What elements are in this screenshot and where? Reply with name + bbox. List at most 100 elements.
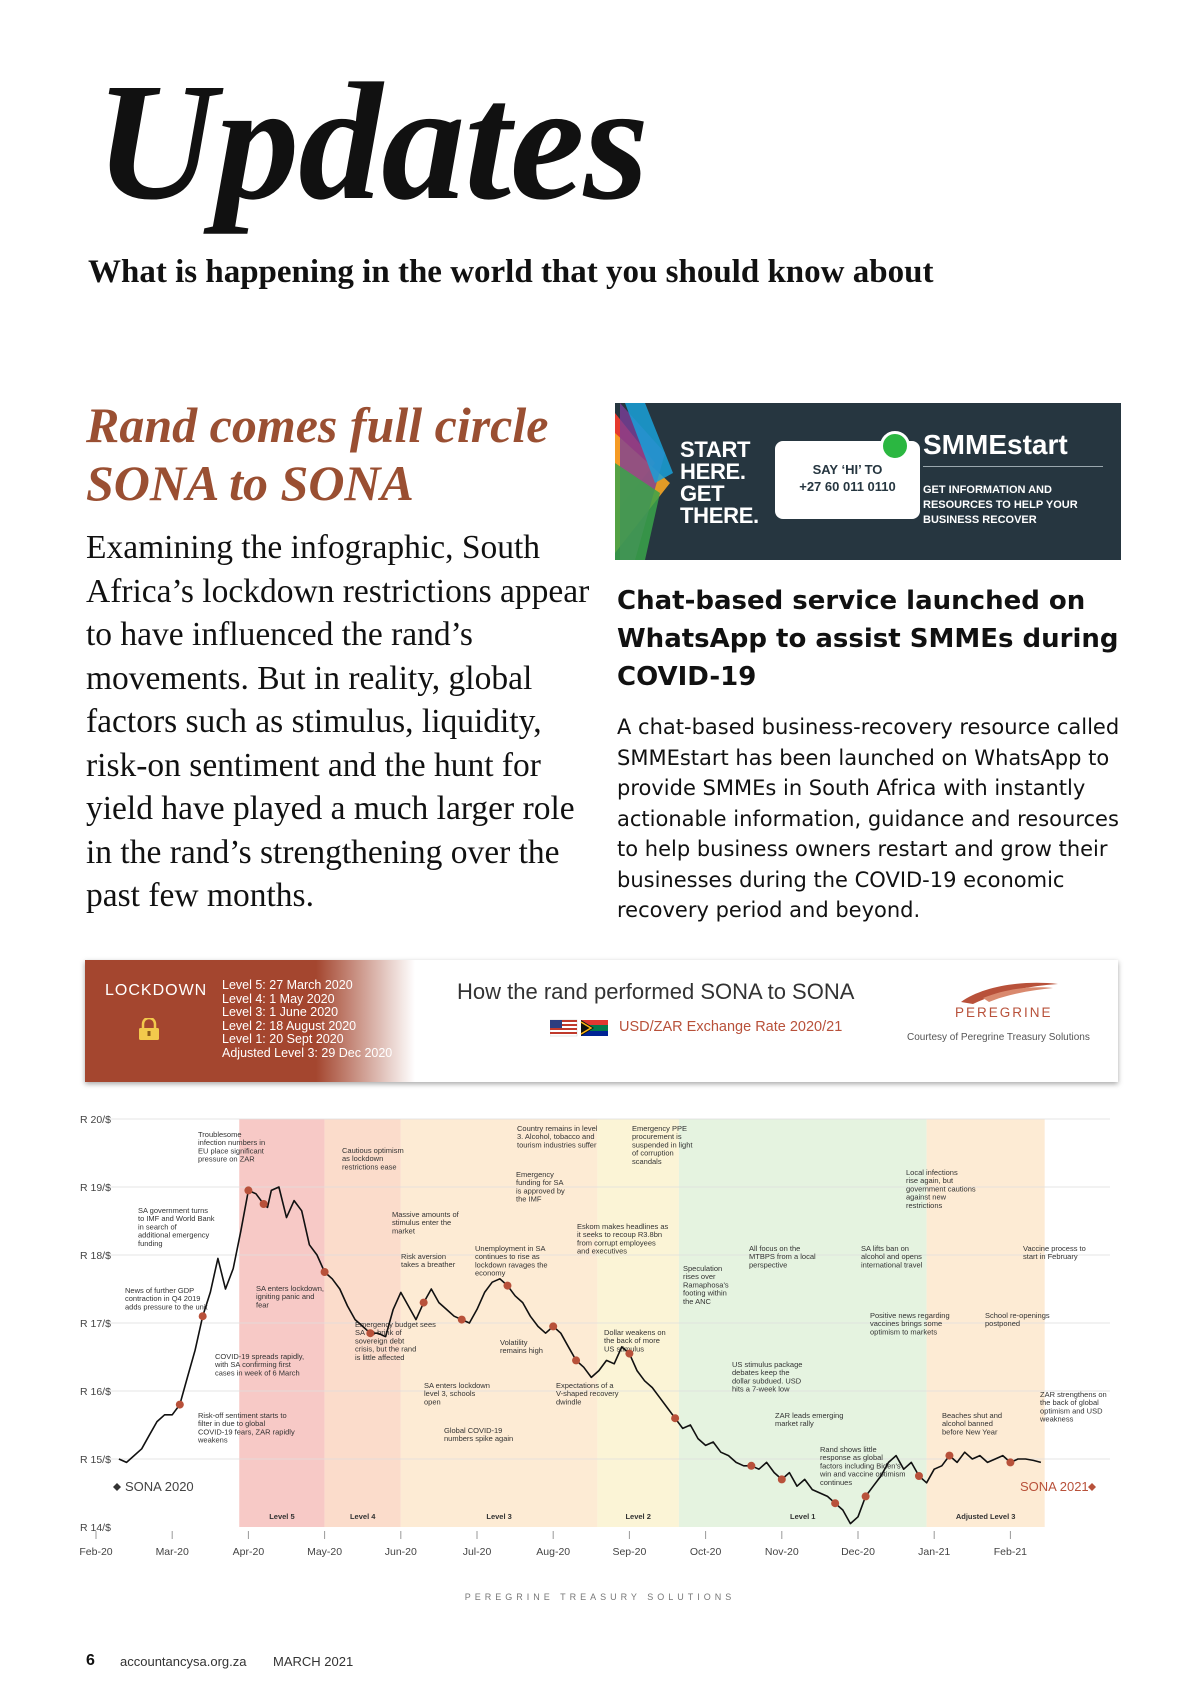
chart-annotation: Speculation rises over Ramaphosa's footing … bbox=[683, 1264, 729, 1306]
lockdown-level: Level 3: 1 June 2020 bbox=[222, 1005, 339, 1019]
start-diamond-icon bbox=[113, 1483, 121, 1491]
whatsapp-icon bbox=[880, 431, 910, 461]
chart-annotation: Emergency budget sees SA on brink of sover… bbox=[355, 1320, 436, 1362]
x-tick-label: Jul-20 bbox=[463, 1546, 492, 1558]
chart-annotation: SA enters lockdown, igniting panic and fea… bbox=[256, 1284, 324, 1309]
footer-brand: PEREGRINE TREASURY SOLUTIONS bbox=[464, 1592, 736, 1602]
x-tick-label: May-20 bbox=[307, 1546, 342, 1558]
chart-annotation: ZAR leads emerging market rally bbox=[775, 1411, 843, 1428]
band-level-label: Level 3 bbox=[486, 1512, 511, 1521]
x-tick-label: Dec-20 bbox=[841, 1546, 875, 1558]
chart-annotation: Eskom makes headlines as it seeks to reco… bbox=[577, 1222, 669, 1256]
x-tick-label: Jan-21 bbox=[918, 1546, 950, 1558]
event-marker bbox=[549, 1322, 558, 1331]
band-level-label: Adjusted Level 3 bbox=[956, 1512, 1016, 1521]
x-tick-label: Sep-20 bbox=[612, 1546, 646, 1558]
chart-annotation: Emergency funding for SA is approved by the… bbox=[516, 1170, 565, 1204]
peregrine-logo-icon bbox=[961, 982, 1058, 1004]
chart-annotation: SA enters lockdown level 3, schools open bbox=[424, 1381, 490, 1406]
chart-annotation: Unemployment in SA continues to rise as lo… bbox=[475, 1244, 548, 1278]
sidebar-body: A chat-based business-recovery resource … bbox=[617, 715, 1120, 922]
band-level-label: Level 2 bbox=[625, 1512, 650, 1521]
article-title: Rand comes full circle SONA to SONA bbox=[86, 397, 549, 511]
lockdown-level: Level 4: 1 May 2020 bbox=[222, 991, 335, 1006]
event-marker bbox=[244, 1186, 253, 1195]
y-tick-label: R 20/$ bbox=[80, 1114, 111, 1126]
event-marker bbox=[625, 1349, 634, 1358]
band-level-label: Level 5 bbox=[269, 1512, 294, 1521]
page-number: 6 bbox=[86, 1652, 95, 1669]
ad-bubble-text: SAY ‘HI’ TO +27 60 011 0110 bbox=[799, 462, 896, 494]
chart-annotation: SA lifts ban on alcohol and opens internat… bbox=[861, 1244, 923, 1269]
event-marker bbox=[503, 1281, 512, 1290]
x-tick-label: Aug-20 bbox=[536, 1546, 570, 1558]
y-tick-label: R 17/$ bbox=[80, 1318, 111, 1330]
event-marker bbox=[572, 1356, 581, 1365]
x-tick-label: Feb-21 bbox=[994, 1546, 1027, 1558]
y-tick-label: R 14/$ bbox=[80, 1522, 111, 1534]
y-tick-label: R 19/$ bbox=[80, 1182, 111, 1194]
sona-2020-label: SONA 2020 bbox=[125, 1479, 194, 1494]
band-level-label: Level 1 bbox=[790, 1512, 815, 1521]
event-marker bbox=[945, 1451, 954, 1460]
page-subtitle: What is happening in the world that you … bbox=[88, 254, 934, 290]
x-tick-label: Apr-20 bbox=[233, 1546, 265, 1558]
x-tick-label: Mar-20 bbox=[156, 1546, 189, 1558]
chart-annotation: Vaccine process to start in February bbox=[1023, 1244, 1086, 1261]
chart-annotation: Emergency PPE procurement is suspended in … bbox=[632, 1124, 693, 1166]
sona-2021-label: SONA 2021 bbox=[1020, 1479, 1089, 1494]
infographic-title: How the rand performed SONA to SONA bbox=[457, 979, 855, 1004]
footer-site-link[interactable]: accountancysa.org.za bbox=[120, 1654, 247, 1669]
ad-brand: SMMEstart bbox=[923, 429, 1068, 460]
infographic-courtesy: Courtesy of Peregrine Treasury Solutions bbox=[907, 1032, 1090, 1043]
chart-annotation: Troublesome infection numbers in EU place … bbox=[198, 1130, 265, 1164]
chart-annotation: Expectations of a V-shaped recovery dwindl… bbox=[556, 1381, 619, 1406]
smmestart-ad-banner[interactable]: START HERE. GET THERE. SAY ‘HI’ TO +27 6… bbox=[615, 403, 1121, 560]
event-marker bbox=[457, 1315, 466, 1324]
chart-annotation: Country remains in level 3. Alcohol, toba… bbox=[517, 1124, 598, 1149]
infographic-header: LOCKDOWN Level 5: 27 March 2020 Level 4:… bbox=[85, 960, 1118, 1082]
event-marker bbox=[198, 1312, 207, 1321]
chart-annotation: COVID-19 spreads rapidly, with SA confirm… bbox=[214, 1352, 304, 1377]
event-marker bbox=[320, 1268, 329, 1276]
x-tick-label: Feb-20 bbox=[80, 1546, 113, 1558]
lockdown-panel: LOCKDOWN Level 5: 27 March 2020 Level 4:… bbox=[85, 960, 415, 1082]
peregrine-brand: PEREGRINE bbox=[955, 1005, 1053, 1020]
event-marker bbox=[366, 1329, 375, 1338]
lockdown-level: Adjusted Level 3: 29 Dec 2020 bbox=[222, 1045, 393, 1060]
y-tick-label: R 15/$ bbox=[80, 1454, 111, 1466]
lockdown-level: Level 1: 20 Sept 2020 bbox=[222, 1032, 344, 1046]
footer-date: MARCH 2021 bbox=[273, 1654, 354, 1669]
x-tick-label: Oct-20 bbox=[690, 1546, 722, 1558]
event-marker bbox=[747, 1461, 756, 1470]
chart-annotation: ZAR strengthens on the back of global opti… bbox=[1039, 1390, 1107, 1424]
chart-annotation: Local infections rise again, but governmen… bbox=[906, 1168, 976, 1210]
event-marker bbox=[831, 1499, 840, 1508]
chart-annotation: Massive amounts of stimulus enter the mark… bbox=[392, 1210, 460, 1235]
chart-annotation: Cautious optimism as lockdown restrictions… bbox=[342, 1146, 404, 1171]
ad-start-text: START HERE. GET THERE. bbox=[680, 437, 759, 528]
event-marker bbox=[175, 1400, 184, 1409]
chart-annotation: Rand shows little response as global facto… bbox=[819, 1445, 905, 1487]
chart-annotation: US stimulus package debates keep the dolla… bbox=[732, 1360, 802, 1394]
us-za-flags-icon bbox=[550, 1019, 608, 1037]
x-tick-label: Jun-20 bbox=[385, 1546, 417, 1558]
exchange-rate-chart: Level 5 Level 4 Level 3 Level 2 Level 1 Adjus… bbox=[80, 1114, 1110, 1558]
chart-annotation: School re-openings postponed bbox=[985, 1311, 1050, 1328]
chart-annotation: All focus on the MTBPS from a local perspe… bbox=[749, 1244, 816, 1269]
x-tick-label: Nov-20 bbox=[765, 1546, 799, 1558]
event-marker bbox=[914, 1472, 923, 1480]
y-tick-label: R 16/$ bbox=[80, 1386, 111, 1398]
chart-annotation: Volatility remains high bbox=[500, 1338, 543, 1355]
chart-annotation: News of further GDP contraction in Q4 201… bbox=[125, 1286, 208, 1311]
lockdown-label: LOCKDOWN bbox=[105, 982, 208, 999]
chart-annotation: Positive news regarding vaccines brings s… bbox=[870, 1311, 950, 1336]
chart-annotation: Risk-off sentiment starts to filter in du… bbox=[197, 1411, 295, 1445]
article-body: Examining the infographic, South Africa’… bbox=[86, 529, 590, 914]
chart-annotation: Beaches shut and alcohol banned before New… bbox=[942, 1411, 1002, 1436]
band-level-label: Level 4 bbox=[350, 1512, 376, 1521]
chart-annotation: Risk aversion takes a breather bbox=[401, 1252, 456, 1269]
infographic-subtitle: USD/ZAR Exchange Rate 2020/21 bbox=[619, 1019, 843, 1035]
event-marker bbox=[259, 1200, 268, 1208]
ad-subtext: GET INFORMATION AND RESOURCES TO HELP YO… bbox=[923, 484, 1078, 526]
